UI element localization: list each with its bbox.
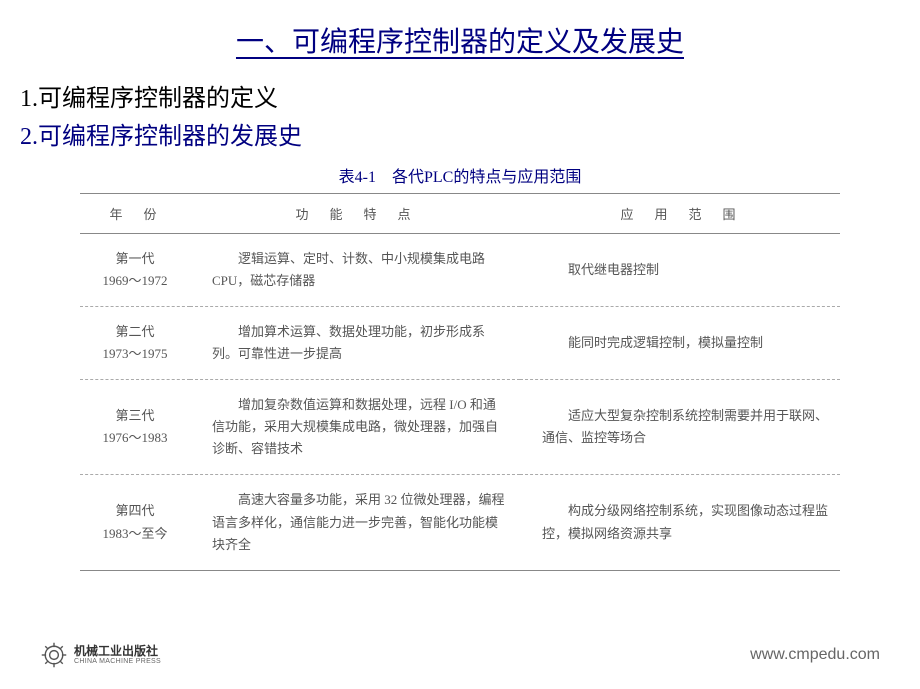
website-url: www.cmpedu.com bbox=[750, 646, 880, 664]
footer: 机械工业出版社 CHINA MACHINE PRESS www.cmpedu.c… bbox=[0, 633, 920, 689]
cell-gen: 第一代 1969～1972 bbox=[80, 233, 190, 306]
table-row: 第一代 1969～1972 逻辑运算、定时、计数、中小规模集成电路 CPU，磁芯… bbox=[80, 233, 840, 306]
gear-icon bbox=[40, 641, 68, 669]
header-application: 应 用 范 围 bbox=[520, 193, 840, 233]
cell-application: 构成分级网络控制系统，实现图像动态过程监控，模拟网络资源共享 bbox=[520, 475, 840, 570]
cell-feature: 增加算术运算、数据处理功能，初步形成系列。可靠性进一步提高 bbox=[190, 306, 520, 379]
publisher-name-cn: 机械工业出版社 bbox=[74, 645, 161, 658]
table-header-row: 年 份 功 能 特 点 应 用 范 围 bbox=[80, 193, 840, 233]
cell-gen: 第三代 1976～1983 bbox=[80, 380, 190, 475]
cell-application: 能同时完成逻辑控制，模拟量控制 bbox=[520, 306, 840, 379]
table-caption: 表4-1 各代PLC的特点与应用范围 bbox=[20, 163, 900, 187]
cell-feature: 增加复杂数值运算和数据处理，远程 I/O 和通信功能，采用大规模集成电路，微处理… bbox=[190, 380, 520, 475]
publisher-logo: 机械工业出版社 CHINA MACHINE PRESS bbox=[40, 641, 161, 669]
gen-name: 第四代 bbox=[92, 500, 178, 522]
cell-gen: 第二代 1973～1975 bbox=[80, 306, 190, 379]
cell-feature: 高速大容量多功能，采用 32 位微处理器，编程语言多样化，通信能力进一步完善，智… bbox=[190, 475, 520, 570]
header-feature: 功 能 特 点 bbox=[190, 193, 520, 233]
gen-year: 1976～1983 bbox=[92, 427, 178, 449]
cell-application: 取代继电器控制 bbox=[520, 233, 840, 306]
cell-application: 适应大型复杂控制系统控制需要并用于联网、通信、监控等场合 bbox=[520, 380, 840, 475]
gen-year: 1969～1972 bbox=[92, 270, 178, 292]
gen-year: 1973～1975 bbox=[92, 343, 178, 365]
cell-gen: 第四代 1983～至今 bbox=[80, 475, 190, 570]
gen-name: 第一代 bbox=[92, 248, 178, 270]
table-row: 第三代 1976～1983 增加复杂数值运算和数据处理，远程 I/O 和通信功能… bbox=[80, 380, 840, 475]
publisher-text: 机械工业出版社 CHINA MACHINE PRESS bbox=[74, 645, 161, 666]
gen-name: 第三代 bbox=[92, 405, 178, 427]
gen-name: 第二代 bbox=[92, 321, 178, 343]
plc-table: 年 份 功 能 特 点 应 用 范 围 第一代 1969～1972 逻辑运算、定… bbox=[80, 193, 840, 571]
table-row: 第二代 1973～1975 增加算术运算、数据处理功能，初步形成系列。可靠性进一… bbox=[80, 306, 840, 379]
list-item-1: 1.可编程序控制器的定义 bbox=[20, 80, 900, 118]
table-row: 第四代 1983～至今 高速大容量多功能，采用 32 位微处理器，编程语言多样化… bbox=[80, 475, 840, 570]
cell-feature: 逻辑运算、定时、计数、中小规模集成电路 CPU，磁芯存储器 bbox=[190, 233, 520, 306]
gen-year: 1983～至今 bbox=[92, 523, 178, 545]
content-area: 1.可编程序控制器的定义 2.可编程序控制器的发展史 表4-1 各代PLC的特点… bbox=[0, 70, 920, 571]
publisher-name-en: CHINA MACHINE PRESS bbox=[74, 658, 161, 666]
header-generation: 年 份 bbox=[80, 193, 190, 233]
page-title: 一、可编程序控制器的定义及发展史 bbox=[0, 0, 920, 70]
list-item-2: 2.可编程序控制器的发展史 bbox=[20, 118, 900, 156]
